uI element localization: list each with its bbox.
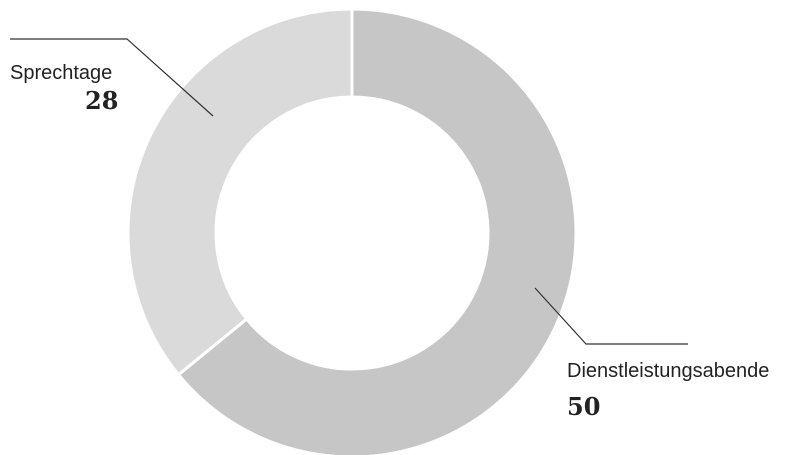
label-sprechtage: Sprechtage bbox=[10, 62, 112, 84]
value-dienstleistungsabende: 50 bbox=[567, 392, 600, 421]
donut-slice-dienstleistungsabende bbox=[176, 7, 578, 455]
leader-line-sprechtage bbox=[10, 38, 214, 117]
label-dienstleistungsabende: Dienstleistungsabende bbox=[567, 360, 769, 382]
donut-slices bbox=[126, 7, 578, 455]
leader-line-dienstleistungsabende bbox=[534, 287, 688, 345]
donut-slice-sprechtage bbox=[126, 7, 354, 377]
value-sprechtage: 28 bbox=[85, 86, 118, 115]
